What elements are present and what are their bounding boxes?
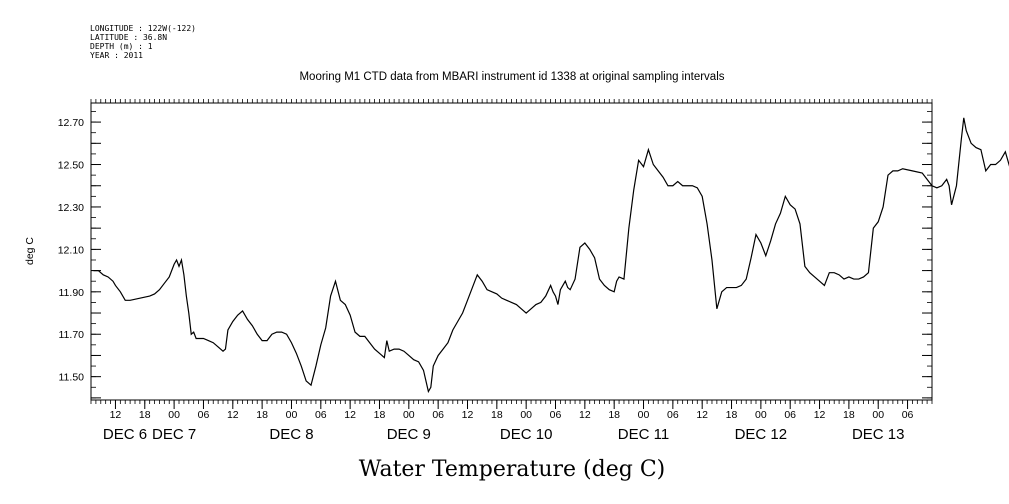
x-tick-label: 12 <box>344 409 356 421</box>
x-tick-label: 18 <box>374 409 386 421</box>
x-tick-label: 06 <box>198 409 210 421</box>
day-label: DEC 7 <box>152 426 196 443</box>
y-tick-label: 11.50 <box>59 372 85 384</box>
depth-label: DEPTH (m) : 1 <box>90 42 153 51</box>
day-label: DEC 10 <box>500 426 553 443</box>
x-tick-label: 12 <box>462 409 474 421</box>
longitude-label: LONGITUDE : 122W(-122) <box>90 24 196 33</box>
x-tick-label: 12 <box>110 409 122 421</box>
tick-marks <box>90 99 933 409</box>
day-label: DEC 11 <box>618 426 669 443</box>
x-tick-label: 18 <box>608 409 620 421</box>
x-tick-label: 06 <box>315 409 327 421</box>
day-label: DEC 8 <box>269 426 313 443</box>
x-tick-label: 18 <box>726 409 738 421</box>
x-axis-label: Water Temperature (deg C) <box>359 457 666 482</box>
x-tick-label: 00 <box>403 409 415 421</box>
x-tick-label: 00 <box>168 409 180 421</box>
x-tick-label: 12 <box>696 409 708 421</box>
y-tick-label: 12.70 <box>58 117 84 129</box>
x-tick-label: 12 <box>814 409 826 421</box>
day-label: DEC 13 <box>852 426 905 443</box>
day-label: DEC 6 <box>103 426 147 443</box>
day-label: DEC 9 <box>387 426 431 443</box>
x-tick-label: 00 <box>520 409 532 421</box>
x-tick-label: 06 <box>902 409 914 421</box>
x-tick-label: 06 <box>550 409 562 421</box>
x-tick-label: 18 <box>491 409 503 421</box>
x-tick-label: 12 <box>579 409 591 421</box>
x-tick-label: 06 <box>432 409 444 421</box>
x-tick-label: 00 <box>638 409 650 421</box>
x-tick-label: 00 <box>872 409 884 421</box>
x-tick-label: 12 <box>227 409 239 421</box>
temperature-series-line <box>93 117 1009 394</box>
year-label: YEAR : 2011 <box>90 51 143 60</box>
y-tick-label: 11.70 <box>59 329 85 341</box>
y-tick-labels: 11.50 11.70 11.90 12.10 12.30 12.50 12.70 <box>58 117 84 384</box>
plot-frame <box>90 102 933 401</box>
y-tick-label: 11.90 <box>59 287 85 299</box>
latitude-label: LATITUDE : 36.8N <box>90 33 167 42</box>
x-tick-label: 18 <box>139 409 151 421</box>
y-tick-label: 12.50 <box>58 160 84 172</box>
y-axis-label: deg C <box>24 237 36 265</box>
x-tick-labels: 12 18 00 06 12 18 00 06 12 18 00 06 12 18 00 06 12 18 00 06… <box>110 409 914 421</box>
day-label: DEC 12 <box>735 426 788 443</box>
x-tick-label: 18 <box>256 409 268 421</box>
x-tick-label: 00 <box>286 409 298 421</box>
x-tick-label: 00 <box>755 409 767 421</box>
y-tick-label: 12.30 <box>58 202 84 214</box>
chart-title: Mooring M1 CTD data from MBARI instrumen… <box>299 71 724 83</box>
x-tick-label: 18 <box>843 409 855 421</box>
x-tick-label: 06 <box>784 409 796 421</box>
y-tick-label: 12.10 <box>58 244 84 256</box>
x-tick-label: 06 <box>667 409 679 421</box>
metadata-block: LONGITUDE : 122W(-122) LATITUDE : 36.8N … <box>90 24 196 60</box>
day-labels: DEC 6 DEC 7 DEC 8 DEC 9 DEC 10 DEC 11 DEC 12 DE… <box>103 426 905 443</box>
